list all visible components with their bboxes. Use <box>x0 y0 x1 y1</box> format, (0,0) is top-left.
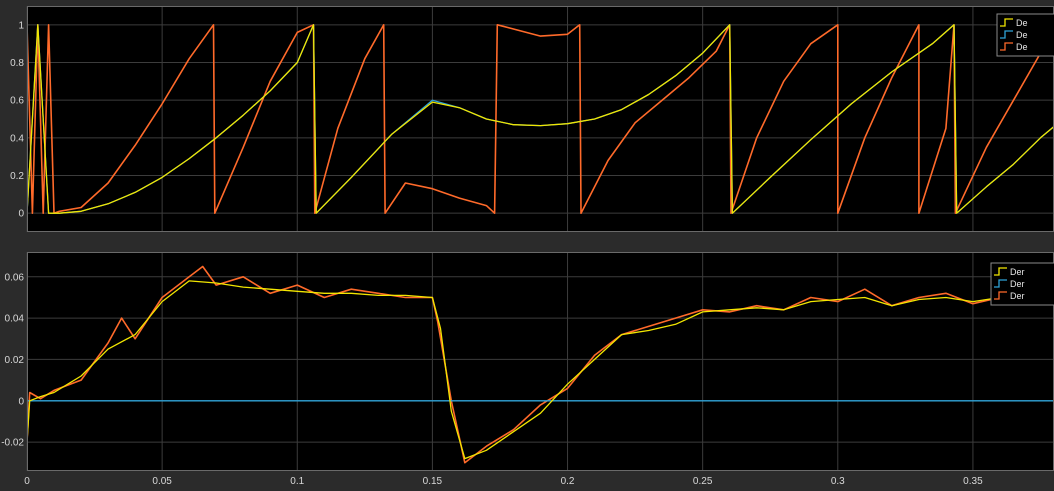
legend-box <box>990 262 1054 306</box>
x-tick-label: 0.35 <box>963 476 983 487</box>
x-tick-label: 0.2 <box>561 476 575 487</box>
x-tick-label: 0.15 <box>423 476 443 487</box>
legend-label: De <box>1016 18 1028 28</box>
series-line-0 <box>27 24 1054 214</box>
legend-swatch <box>1000 30 1013 39</box>
legend-label: De <box>1016 30 1028 40</box>
legend-label: Der <box>1010 279 1025 289</box>
y-tick-label: 0 <box>18 396 24 407</box>
y-tick-label: 0.06 <box>5 272 25 283</box>
legend-label: Der <box>1010 291 1025 301</box>
lower-axes[interactable]: 0 0.05 0.1 0.15 0.2 0.25 0.3 0.35 -0.02 0 0.02 0.04… <box>1 252 1054 487</box>
x-tick-label: 0.05 <box>152 476 172 487</box>
x-tick-label: 0.3 <box>831 476 845 487</box>
y-tick-label: 0.8 <box>10 58 24 69</box>
y-tick-label: 0.02 <box>5 355 25 366</box>
y-tick-label: 0.4 <box>10 133 24 144</box>
x-tick-label: 0.25 <box>693 476 713 487</box>
legend-label: Der <box>1010 267 1025 277</box>
y-tick-label: 0 <box>18 209 24 220</box>
y-tick-label: -0.02 <box>1 438 24 449</box>
legend-box <box>996 13 1054 57</box>
legend-swatch <box>994 291 1007 300</box>
y-tick-label: 0.2 <box>10 171 24 182</box>
plot-area <box>27 252 1054 471</box>
legend-label: De <box>1016 42 1028 52</box>
series-line-0 <box>27 280 1054 460</box>
series-group <box>27 265 1054 464</box>
legend-swatch <box>994 279 1007 288</box>
y-tick-label: 0.6 <box>10 96 24 107</box>
legend-swatch <box>1000 42 1013 51</box>
legend-swatch <box>1000 18 1013 27</box>
y-tick-label: 0.04 <box>5 314 25 325</box>
series-line-2 <box>27 265 1054 464</box>
plot-area <box>27 6 1054 232</box>
x-tick-label: 0.1 <box>290 476 304 487</box>
x-tick-label: 0 <box>24 476 30 487</box>
series-group <box>27 23 1054 214</box>
series-line-2 <box>27 23 1054 214</box>
legend[interactable]: De De De <box>996 13 1054 57</box>
legend[interactable]: Der Der Der <box>990 262 1054 306</box>
legend-swatch <box>994 267 1007 276</box>
y-tick-label: 1 <box>18 20 24 31</box>
upper-axes[interactable]: 0 0.2 0.4 0.6 0.8 1 De De De <box>10 6 1054 232</box>
